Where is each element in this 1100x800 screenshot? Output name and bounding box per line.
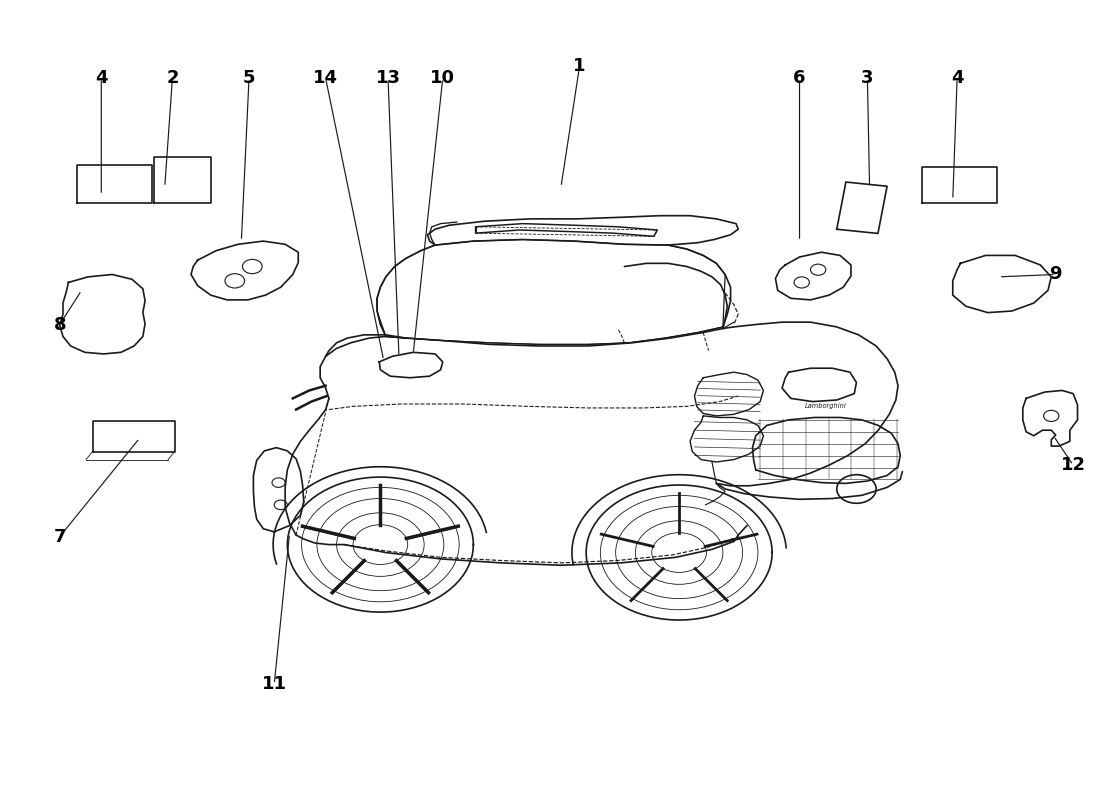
Text: Lamborghini: Lamborghini <box>805 403 847 410</box>
Text: 6: 6 <box>793 70 806 87</box>
Text: 14: 14 <box>314 70 338 87</box>
Text: 11: 11 <box>262 675 287 694</box>
Text: 5: 5 <box>243 70 255 87</box>
Text: 3: 3 <box>861 70 873 87</box>
Text: 4: 4 <box>95 70 108 87</box>
Text: 12: 12 <box>1060 456 1086 474</box>
Text: 7: 7 <box>54 528 66 546</box>
Text: 9: 9 <box>1049 266 1061 283</box>
Text: 10: 10 <box>430 70 455 87</box>
Text: 13: 13 <box>375 70 400 87</box>
Text: 1: 1 <box>573 58 586 75</box>
Text: 2: 2 <box>166 70 178 87</box>
Text: 8: 8 <box>54 315 66 334</box>
Text: 4: 4 <box>950 70 964 87</box>
